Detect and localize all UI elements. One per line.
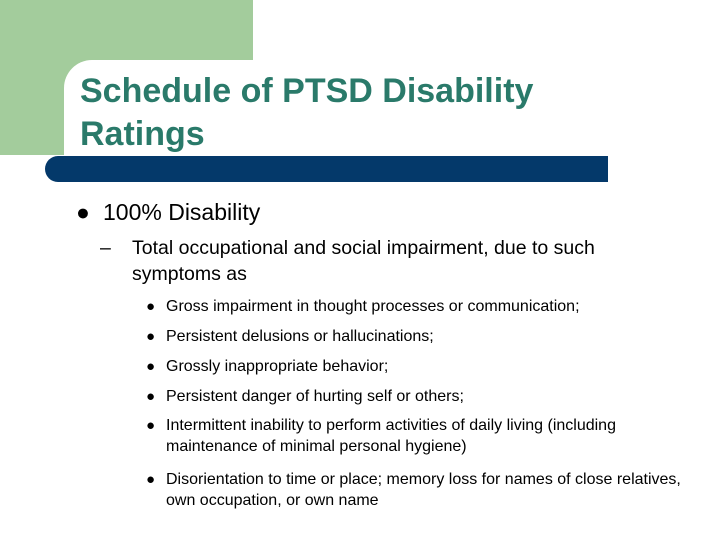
- symptom-text: Persistent delusions or hallucinations;: [166, 328, 434, 345]
- symptom-text: Persistent danger of hurting self or oth…: [166, 388, 464, 405]
- slide-title: Schedule of PTSD Disability Ratings: [80, 72, 534, 153]
- symptom-text: Grossly inappropriate behavior;: [166, 358, 389, 375]
- symptom-text: Intermittent inability to perform activi…: [166, 417, 616, 455]
- bullet-icon: ●: [146, 417, 156, 434]
- symptom-text: Gross impairment in thought processes or…: [166, 298, 580, 315]
- divider-bar: [64, 156, 608, 182]
- bullet-icon: ●: [146, 388, 156, 405]
- bullet-icon: ●: [146, 328, 156, 345]
- title-panel: [64, 60, 728, 170]
- symptom-text: Disorientation to time or place; memory …: [166, 471, 681, 509]
- bullet-icon: ●: [146, 298, 156, 315]
- dash-icon: –: [100, 237, 111, 259]
- bullet-icon: ●: [146, 471, 156, 488]
- bullet-icon: ●: [146, 358, 156, 375]
- bullet-icon: ●: [76, 199, 90, 225]
- bullet-level1-text: 100% Disability: [103, 199, 261, 225]
- bullet-level2-text: Total occupational and social impairment…: [132, 237, 595, 285]
